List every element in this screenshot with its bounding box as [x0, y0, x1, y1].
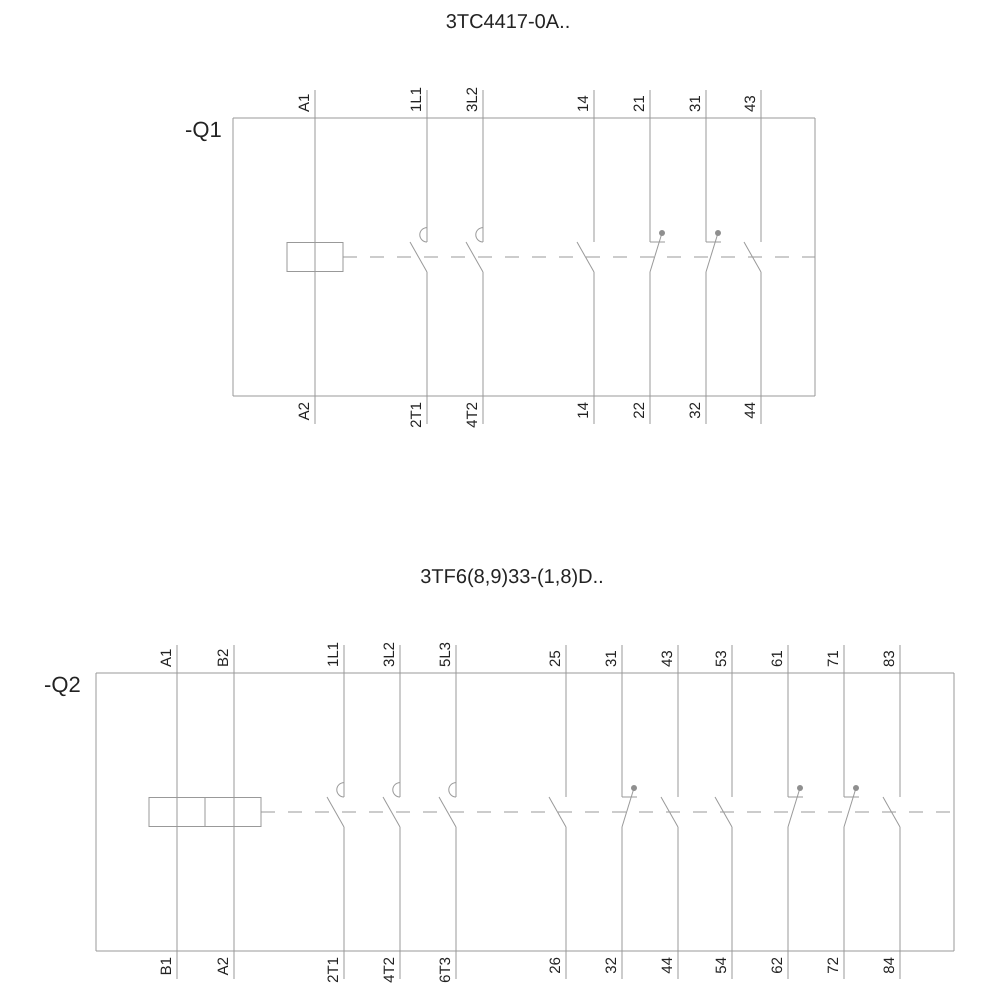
- svg-text:32: 32: [687, 402, 704, 419]
- svg-text:44: 44: [659, 957, 676, 974]
- svg-text:B2: B2: [215, 649, 232, 667]
- svg-text:72: 72: [825, 957, 842, 974]
- svg-text:26: 26: [547, 957, 564, 974]
- svg-text:5L3: 5L3: [437, 642, 454, 667]
- svg-text:83: 83: [881, 650, 898, 667]
- svg-text:2T1: 2T1: [325, 957, 342, 983]
- svg-text:B1: B1: [158, 957, 175, 975]
- svg-text:43: 43: [742, 95, 759, 112]
- svg-text:-Q1: -Q1: [185, 117, 222, 142]
- svg-text:22: 22: [631, 402, 648, 419]
- svg-text:53: 53: [713, 650, 730, 667]
- svg-text:A1: A1: [296, 94, 313, 112]
- svg-text:14: 14: [575, 95, 592, 112]
- svg-text:43: 43: [659, 650, 676, 667]
- svg-text:A2: A2: [296, 402, 313, 420]
- svg-text:25: 25: [547, 650, 564, 667]
- svg-text:21: 21: [631, 95, 648, 112]
- svg-text:2T1: 2T1: [408, 402, 425, 428]
- svg-text:14: 14: [575, 402, 592, 419]
- svg-text:31: 31: [603, 650, 620, 667]
- svg-text:4T2: 4T2: [381, 957, 398, 983]
- svg-text:3L2: 3L2: [381, 642, 398, 667]
- svg-text:31: 31: [687, 95, 704, 112]
- svg-text:4T2: 4T2: [464, 402, 481, 428]
- svg-text:71: 71: [825, 650, 842, 667]
- svg-text:54: 54: [713, 957, 730, 974]
- svg-text:6T3: 6T3: [437, 957, 454, 983]
- svg-text:3L2: 3L2: [464, 87, 481, 112]
- svg-text:1L1: 1L1: [325, 642, 342, 667]
- svg-text:A1: A1: [158, 649, 175, 667]
- svg-text:44: 44: [742, 402, 759, 419]
- svg-text:1L1: 1L1: [408, 87, 425, 112]
- svg-text:84: 84: [881, 957, 898, 974]
- svg-text:62: 62: [769, 957, 786, 974]
- svg-text:3TC4417-0A..: 3TC4417-0A..: [446, 11, 571, 33]
- svg-text:32: 32: [603, 957, 620, 974]
- svg-text:3TF6(8,9)33-(1,8)D..: 3TF6(8,9)33-(1,8)D..: [420, 566, 603, 588]
- svg-text:A2: A2: [215, 957, 232, 975]
- svg-text:61: 61: [769, 650, 786, 667]
- svg-text:-Q2: -Q2: [44, 672, 81, 697]
